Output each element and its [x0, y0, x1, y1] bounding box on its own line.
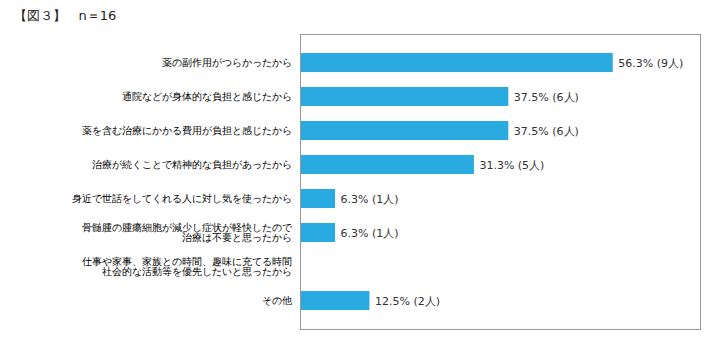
svg-text:その他: その他: [262, 295, 292, 306]
svg-text:仕事や家事、家族との時間、趣味に充てる時間社会的な活動等を優: 仕事や家事、家族との時間、趣味に充てる時間社会的な活動等を優先したいと思ったから: [82, 256, 292, 277]
svg-text:37.5% (6人): 37.5% (6人): [514, 91, 579, 104]
svg-text:31.3% (5人): 31.3% (5人): [479, 159, 544, 172]
svg-text:薬の副作用がつらかったから: 薬の副作用がつらかったから: [162, 57, 292, 68]
svg-text:骨髄腫の腫瘍細胞が減少し症状が軽快したので治療は不要と思った: 骨髄腫の腫瘍細胞が減少し症状が軽快したので治療は不要と思ったから: [82, 222, 293, 243]
svg-text:治療が続くことで精神的な負担があったから: 治療が続くことで精神的な負担があったから: [92, 159, 292, 170]
svg-text:56.3% (9人): 56.3% (9人): [618, 57, 683, 70]
svg-text:12.5% (2人): 12.5% (2人): [375, 295, 440, 308]
svg-text:6.3% (1人): 6.3% (1人): [341, 193, 399, 206]
svg-text:身近で世話をしてくれる人に対し気を使ったから: 身近で世話をしてくれる人に対し気を使ったから: [72, 193, 292, 204]
html-text:【図３】 n＝16: 【図３】 n＝16: [14, 8, 117, 23]
svg-text:薬を含む治療にかかる費用が負担と感じたから: 薬を含む治療にかかる費用が負担と感じたから: [82, 125, 292, 136]
svg-text:37.5% (6人): 37.5% (6人): [514, 125, 579, 138]
svg-text:6.3% (1人): 6.3% (1人): [341, 227, 399, 240]
svg-text:通院などが身体的な負担と感じたから: 通院などが身体的な負担と感じたから: [122, 91, 292, 102]
